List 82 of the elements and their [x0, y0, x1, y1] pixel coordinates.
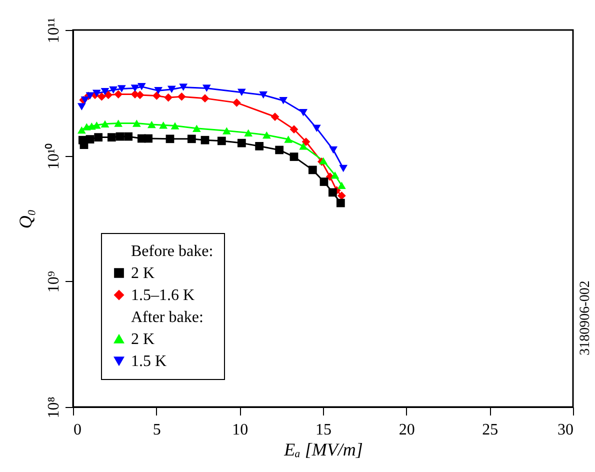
point [328, 188, 337, 197]
x-tick-label: 25 [482, 422, 498, 438]
point [152, 92, 161, 100]
point [132, 120, 141, 127]
point [100, 120, 110, 128]
point [259, 91, 268, 99]
x-tick-label: 15 [316, 422, 332, 438]
y-tick-label: 10¹¹ [46, 18, 62, 44]
legend-label: 1.5 K [131, 353, 167, 370]
point [117, 85, 126, 92]
point [337, 182, 346, 190]
point [177, 92, 186, 101]
x-axis-title: Eₐ [MV/m] [283, 440, 363, 460]
point [144, 134, 153, 143]
point [170, 122, 180, 130]
point [114, 120, 123, 127]
annotation: After bake: [131, 309, 204, 326]
y-tick-label: 10¹⁰ [44, 142, 62, 170]
point [330, 172, 340, 179]
x-tick-label: 0 [74, 422, 82, 438]
legend-label: 2 K [131, 331, 155, 348]
point [217, 136, 226, 146]
x-tick-label: 30 [558, 422, 574, 438]
point [275, 146, 284, 154]
point [244, 129, 253, 136]
point [222, 127, 231, 134]
point [179, 84, 188, 91]
point [329, 146, 338, 154]
point [147, 120, 156, 128]
legend-label: 2 K [131, 265, 155, 282]
point [94, 133, 103, 142]
point [270, 112, 280, 121]
y-axis-title: Q₀ [16, 209, 36, 229]
y-tick-label: 10⁸ [46, 396, 62, 418]
point [164, 93, 173, 102]
point [299, 109, 308, 116]
point [202, 84, 211, 92]
x-tick-label: 5 [152, 422, 161, 438]
point [308, 166, 317, 174]
x-tick-label: 10 [232, 422, 248, 438]
point [100, 88, 110, 96]
text: 3180906-002 [578, 280, 594, 356]
point [159, 122, 168, 129]
point [137, 83, 146, 90]
point [107, 133, 116, 142]
point [279, 97, 288, 104]
point [77, 126, 86, 134]
point [336, 198, 345, 208]
point [187, 134, 196, 144]
point [339, 164, 348, 172]
point [320, 178, 328, 186]
annotation: Before bake: [131, 243, 214, 260]
point [130, 84, 140, 92]
point [302, 138, 310, 146]
point [109, 86, 118, 94]
point [104, 90, 113, 100]
point [166, 134, 174, 144]
point [255, 142, 264, 150]
point [114, 90, 123, 98]
point [200, 94, 210, 102]
point [262, 131, 271, 139]
point [167, 86, 176, 93]
point [237, 138, 246, 148]
point [237, 88, 246, 96]
point [124, 132, 133, 141]
legend-label: 1.5–1.6 K [131, 287, 195, 304]
point [284, 136, 293, 143]
point [290, 152, 298, 161]
point [299, 142, 308, 150]
x-tick-label: 20 [398, 422, 415, 438]
point [77, 103, 86, 110]
y-tick-label: 10⁹ [46, 270, 62, 293]
point [312, 124, 321, 132]
point [116, 132, 124, 141]
point [337, 192, 346, 200]
point [192, 124, 201, 132]
point [290, 125, 298, 134]
point [97, 92, 106, 101]
point [86, 135, 94, 144]
point [232, 98, 241, 107]
point [154, 87, 163, 94]
point [200, 136, 210, 144]
